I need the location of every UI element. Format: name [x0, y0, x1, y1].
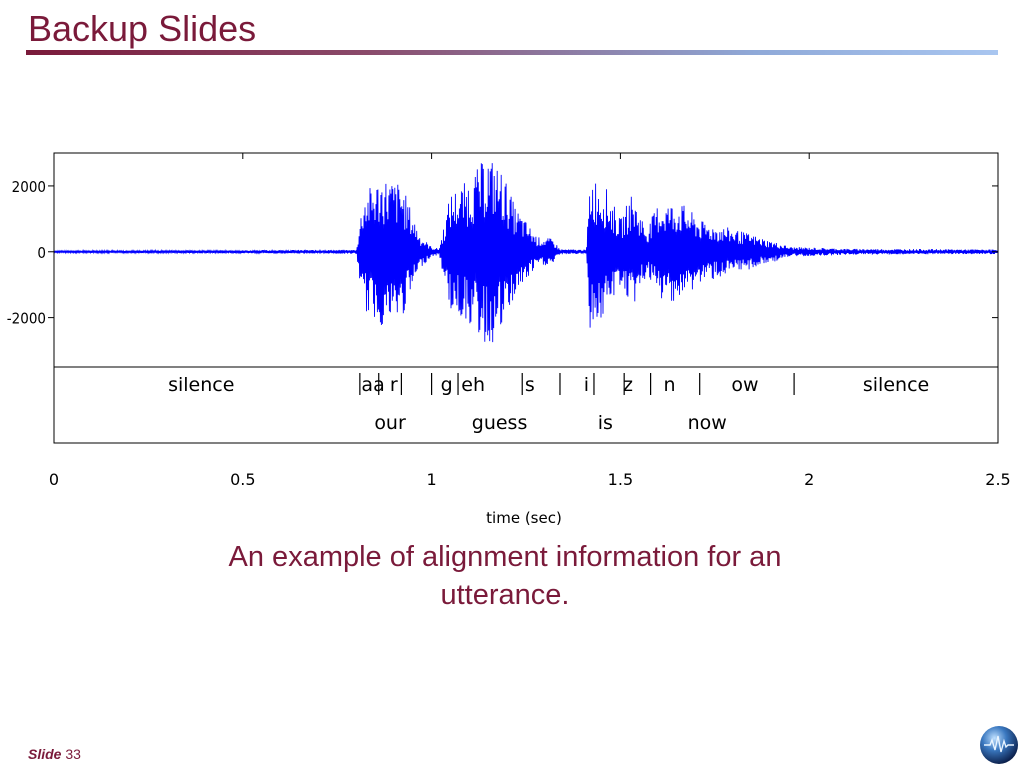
slide-number-value: 33	[65, 746, 81, 762]
title-divider	[26, 50, 998, 55]
phone-label: s	[525, 374, 535, 396]
waveform-line	[53, 163, 999, 343]
word-label: now	[688, 412, 727, 434]
y-tick-label: 2000	[12, 178, 46, 196]
word-label: our	[374, 412, 406, 434]
phone-label: z	[623, 374, 633, 396]
waveform-series	[53, 163, 999, 343]
phone-label: silence	[168, 374, 234, 396]
phone-label: silence	[863, 374, 929, 396]
y-tick-label: 0	[37, 244, 46, 262]
phone-label: n	[663, 374, 675, 396]
slide-title: Backup Slides	[28, 8, 257, 49]
phone-label: eh	[461, 374, 485, 396]
axes: 2000 0 -2000 0 0.5 1 1.5 2 2.5 time (sec)	[7, 153, 1011, 527]
x-tick-label: 1.5	[608, 470, 633, 489]
x-tick-label: 1	[427, 470, 437, 489]
x-tick-label: 2.5	[985, 470, 1010, 489]
phone-label: i	[584, 374, 589, 396]
phone-label: r	[390, 374, 398, 396]
phone-label: aa	[361, 374, 384, 396]
x-axis-label: time (sec)	[486, 509, 562, 527]
x-tick-label: 0	[49, 470, 59, 489]
slide-caption: An example of alignment information for …	[228, 541, 782, 611]
slide-number: Slide 33	[28, 746, 81, 762]
phone-label: g	[441, 374, 453, 396]
word-label: guess	[472, 412, 528, 434]
phone-label: ow	[731, 374, 758, 396]
x-tick-label: 0.5	[230, 470, 255, 489]
y-tick-label: -2000	[7, 310, 46, 328]
word-label: is	[598, 412, 613, 434]
x-tick-label: 2	[804, 470, 814, 489]
globe-logo-icon	[980, 726, 1018, 764]
slide-number-label: Slide	[28, 746, 62, 762]
chart-frame	[53, 152, 999, 444]
alignment-panel-frame	[53, 366, 999, 444]
